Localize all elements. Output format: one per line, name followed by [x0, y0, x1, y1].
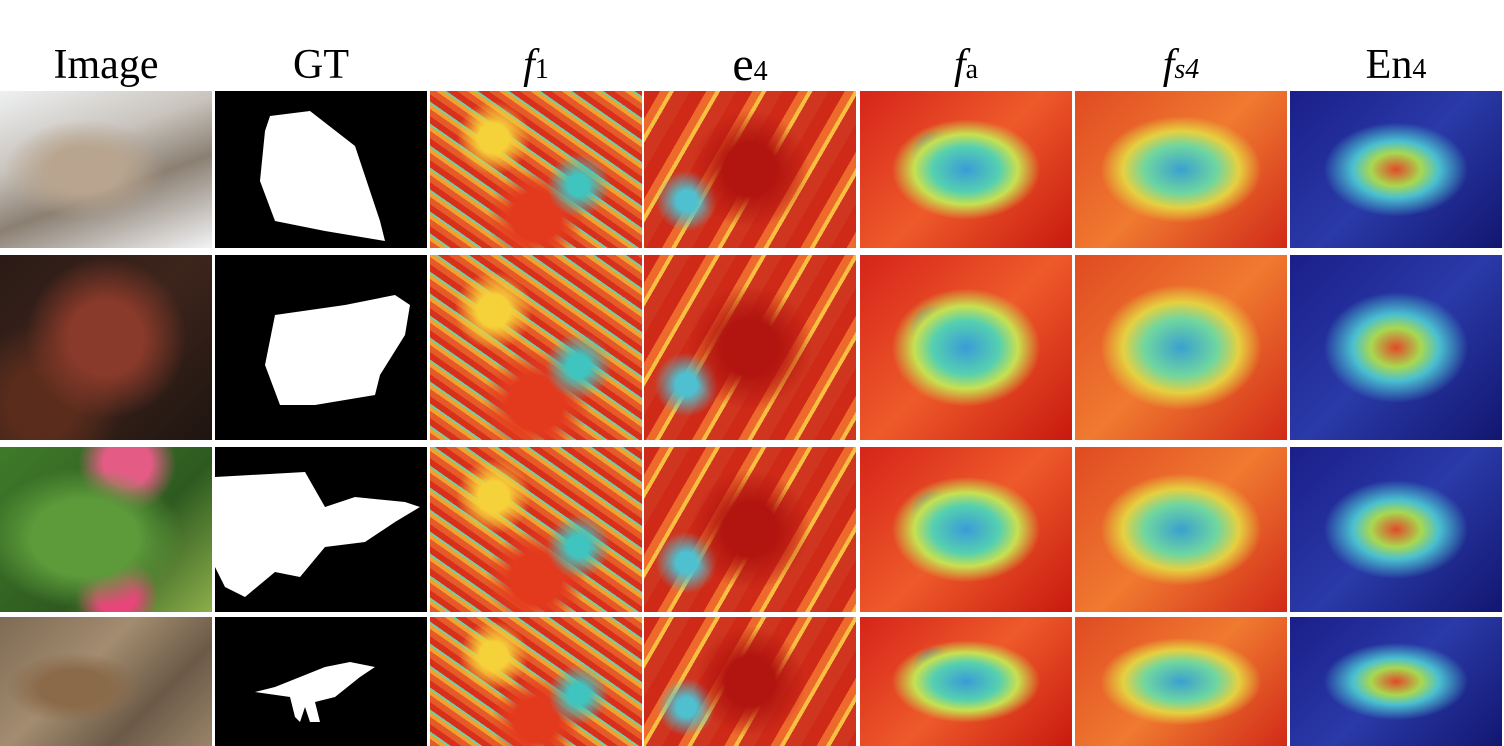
- header-subscript: 4: [1412, 54, 1427, 85]
- column-header: fs4: [1075, 40, 1287, 95]
- ground-truth-mask: [215, 617, 427, 746]
- feature-heatmap: [1290, 617, 1502, 746]
- feature-heatmap: [644, 91, 856, 248]
- column-header: f1: [430, 40, 642, 95]
- mask-shape: [265, 295, 410, 405]
- column-header: En4: [1290, 40, 1502, 95]
- mask-polygon: [255, 662, 375, 722]
- feature-heatmap: [860, 617, 1072, 746]
- feature-heatmap: [860, 255, 1072, 440]
- header-symbol: En: [1365, 42, 1413, 88]
- header-symbol: e: [732, 38, 754, 91]
- mask-shape: [215, 472, 420, 597]
- feature-heatmap: [430, 447, 642, 612]
- feature-heatmap: [1290, 447, 1502, 612]
- feature-heatmap: [430, 255, 642, 440]
- ground-truth-mask: [215, 447, 427, 612]
- column-header: GT: [215, 40, 427, 90]
- feature-heatmap: [860, 447, 1072, 612]
- input-image: [0, 255, 212, 440]
- header-symbol: f: [523, 42, 535, 88]
- ground-truth-mask: [215, 91, 427, 248]
- mask-shape: [255, 662, 375, 722]
- ground-truth-mask: [215, 255, 427, 440]
- feature-heatmap: [1075, 447, 1287, 612]
- mask-shape: [260, 111, 385, 241]
- header-subscript: 1: [534, 54, 549, 85]
- feature-heatmap: [1075, 255, 1287, 440]
- feature-heatmap: [1290, 255, 1502, 440]
- mask-polygon: [260, 111, 385, 241]
- feature-heatmap: [430, 617, 642, 746]
- feature-heatmap: [1075, 617, 1287, 746]
- column-header: fa: [860, 40, 1072, 95]
- header-text: GT: [293, 42, 349, 88]
- header-subscript: 4: [753, 56, 768, 87]
- input-image: [0, 447, 212, 612]
- feature-heatmap: [644, 617, 856, 746]
- column-header: Image: [0, 40, 212, 90]
- header-text: Image: [53, 42, 159, 88]
- feature-heatmap: [860, 91, 1072, 248]
- feature-heatmap: [644, 255, 856, 440]
- feature-heatmap: [430, 91, 642, 248]
- column-header: e4: [644, 40, 856, 97]
- mask-polygon: [265, 295, 410, 405]
- feature-heatmap: [644, 447, 856, 612]
- mask-polygon: [215, 472, 420, 597]
- input-image: [0, 91, 212, 248]
- header-symbol: f: [1162, 42, 1175, 88]
- header-subscript: a: [965, 54, 979, 85]
- input-image: [0, 617, 212, 746]
- header-subscript: s4: [1174, 54, 1200, 85]
- feature-heatmap: [1075, 91, 1287, 248]
- feature-heatmap: [1290, 91, 1502, 248]
- header-symbol: f: [953, 42, 966, 88]
